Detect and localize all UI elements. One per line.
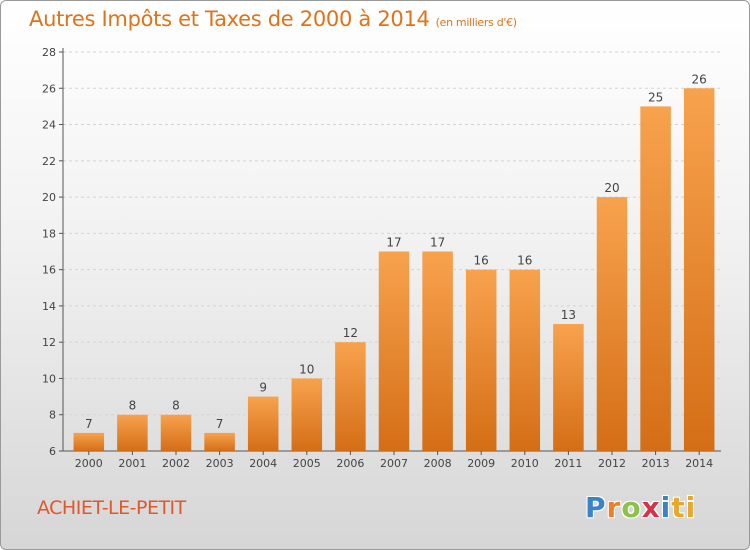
chart-title: Autres Impôts et Taxes de 2000 à 2014 xyxy=(29,7,430,31)
logo-letter: r xyxy=(606,491,622,524)
x-tick-label-2009: 2009 xyxy=(467,457,495,470)
x-tick-label-2005: 2005 xyxy=(293,457,321,470)
bar-2012 xyxy=(596,197,628,451)
x-tick-label-2012: 2012 xyxy=(598,457,626,470)
chart-subtitle: (en milliers d'€) xyxy=(435,16,517,29)
bar-2014 xyxy=(683,88,715,451)
data-label-2006: 12 xyxy=(343,326,358,340)
data-label-2008: 17 xyxy=(430,236,445,250)
proxiti-logo: Proxiti xyxy=(585,491,696,524)
x-tick-label-2007: 2007 xyxy=(380,457,408,470)
data-label-2014: 26 xyxy=(692,72,707,86)
x-tick-label-2013: 2013 xyxy=(642,457,670,470)
x-tick-label-2000: 2000 xyxy=(75,457,103,470)
bar-2008 xyxy=(422,251,453,451)
x-tick-label-2011: 2011 xyxy=(554,457,582,470)
y-tick-label: 16 xyxy=(42,264,56,277)
bar-2005 xyxy=(291,378,323,451)
x-tick-label-2002: 2002 xyxy=(162,457,190,470)
y-tick-label: 20 xyxy=(42,191,56,204)
data-label-2004: 9 xyxy=(259,381,267,395)
y-tick-label: 8 xyxy=(49,409,56,422)
y-tick-label: 10 xyxy=(42,372,56,385)
bar-2006 xyxy=(335,342,366,451)
data-label-2002: 8 xyxy=(172,399,180,413)
bar-2011 xyxy=(553,324,584,451)
x-tick-label-2003: 2003 xyxy=(206,457,234,470)
logo-letter: i xyxy=(660,491,672,524)
data-label-2007: 17 xyxy=(386,236,401,250)
x-tick-label-2008: 2008 xyxy=(424,457,452,470)
x-tick-label-2001: 2001 xyxy=(118,457,146,470)
bar-2013 xyxy=(640,106,671,451)
bar-2010 xyxy=(509,269,541,451)
logo-letter: P xyxy=(585,491,607,524)
x-tick-label-2010: 2010 xyxy=(511,457,539,470)
data-label-2010: 16 xyxy=(517,254,532,268)
x-tick-label-2006: 2006 xyxy=(336,457,364,470)
y-tick-label: 22 xyxy=(42,155,56,168)
data-label-2012: 20 xyxy=(604,181,619,195)
bar-2003 xyxy=(204,432,235,451)
logo-letter: o xyxy=(621,491,642,524)
y-tick-label: 14 xyxy=(42,300,56,313)
data-label-2013: 25 xyxy=(648,90,663,104)
data-label-2009: 16 xyxy=(474,254,489,268)
data-label-2005: 10 xyxy=(299,362,314,376)
y-tick-label: 12 xyxy=(42,336,56,349)
bar-2000 xyxy=(73,432,105,451)
data-label-2001: 8 xyxy=(129,399,137,413)
data-label-2003: 7 xyxy=(216,417,224,431)
x-tick-label-2014: 2014 xyxy=(685,457,713,470)
bar-2007 xyxy=(378,251,410,451)
logo-letter: x xyxy=(641,491,661,524)
bar-2004 xyxy=(247,396,279,451)
y-tick-label: 24 xyxy=(42,119,56,132)
y-tick-label: 26 xyxy=(42,82,56,95)
logo-letter: ti xyxy=(671,491,697,524)
bar-2002 xyxy=(160,414,192,451)
bar-2009 xyxy=(465,269,497,451)
y-tick-label: 6 xyxy=(49,445,56,458)
y-tick-label: 18 xyxy=(42,227,56,240)
y-tick-label: 28 xyxy=(42,46,56,59)
data-label-2000: 7 xyxy=(85,417,93,431)
chart-title-row: Autres Impôts et Taxes de 2000 à 2014 (en… xyxy=(29,7,517,31)
x-tick-label-2004: 2004 xyxy=(249,457,277,470)
commune-name: ACHIET-LE-PETIT xyxy=(37,497,186,519)
bar-2001 xyxy=(117,414,148,451)
data-label-2011: 13 xyxy=(561,308,576,322)
